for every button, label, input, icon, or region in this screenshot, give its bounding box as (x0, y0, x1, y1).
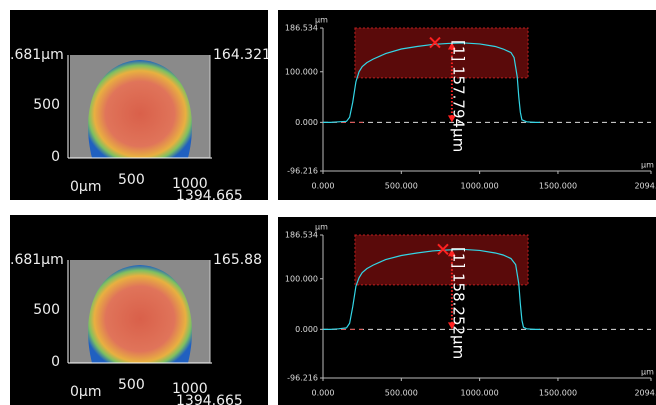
y-tick-label: 186.534 (285, 231, 318, 240)
x-tick-label: 500.000 (385, 182, 418, 191)
x-end-label: 1394.665 (176, 188, 243, 204)
measure-region (354, 234, 529, 286)
y-unit: μm (315, 16, 328, 25)
peak-marker (429, 36, 441, 49)
x-unit: μm (641, 368, 654, 377)
x-tick-label: 500.000 (385, 389, 418, 398)
x-tick-label: 0.000 (312, 389, 335, 398)
x-tick-label: 0.000 (312, 182, 335, 191)
y-tick-label: -96.216 (287, 167, 318, 176)
y-tick-label: 0.000 (295, 325, 318, 334)
x-tick-label: 2094.04 (634, 182, 656, 191)
y-tick-label: 100.000 (285, 274, 318, 283)
z-label: .681μm (10, 252, 64, 268)
height-map (88, 60, 192, 158)
profile-line (323, 248, 540, 330)
x-tick-label: 1000.000 (461, 182, 499, 191)
z-label: .681μm (10, 47, 64, 63)
x-tick-label: 1000 (172, 381, 208, 397)
y-tick-label: 500 (33, 97, 60, 113)
y-tick-label: 500 (33, 302, 60, 318)
y-unit: μm (315, 223, 328, 232)
x-tick-label: 500 (118, 377, 145, 393)
height-map (88, 265, 192, 363)
top-right-label: 165.88 (213, 252, 262, 268)
profile-panel: -96.216 0.000 100.000 186.534 0.000 500.000 10… (278, 217, 656, 405)
x-tick-label: 0μm (70, 179, 101, 195)
x-end-label: 1394.665 (176, 393, 243, 405)
y-tick-label: 0 (51, 354, 60, 370)
measure-label: [1] 158.252μm (449, 247, 467, 359)
y-tick-label: 0 (51, 149, 60, 165)
x-tick-label: 1500.000 (539, 182, 577, 191)
arrow-head (447, 322, 456, 330)
arrow-head (447, 249, 456, 257)
x-tick-label: 1000.000 (461, 389, 499, 398)
arrow-head (447, 115, 456, 123)
y-tick-label: -96.216 (287, 374, 318, 383)
arrow-head (447, 42, 456, 50)
top-right-label: 164.321 (213, 47, 271, 63)
y-tick-label: 100.000 (285, 67, 318, 76)
peak-marker (437, 243, 449, 256)
x-tick-label: 1500.000 (539, 389, 577, 398)
x-unit: μm (641, 161, 654, 170)
y-tick-label: 0.000 (295, 118, 318, 127)
measure-region (354, 27, 529, 79)
measure-label: [1] 157.794μm (449, 40, 467, 152)
y-tick-label: 186.534 (285, 24, 318, 33)
x-tick-label: 0μm (70, 384, 101, 400)
profile-panel: -96.216 0.000 100.000 186.534 0.000 500.000 10… (278, 10, 656, 200)
x-tick-label: 500 (118, 172, 145, 188)
x-tick-label: 2094.04 (634, 389, 656, 398)
x-tick-label: 1000 (172, 176, 208, 192)
